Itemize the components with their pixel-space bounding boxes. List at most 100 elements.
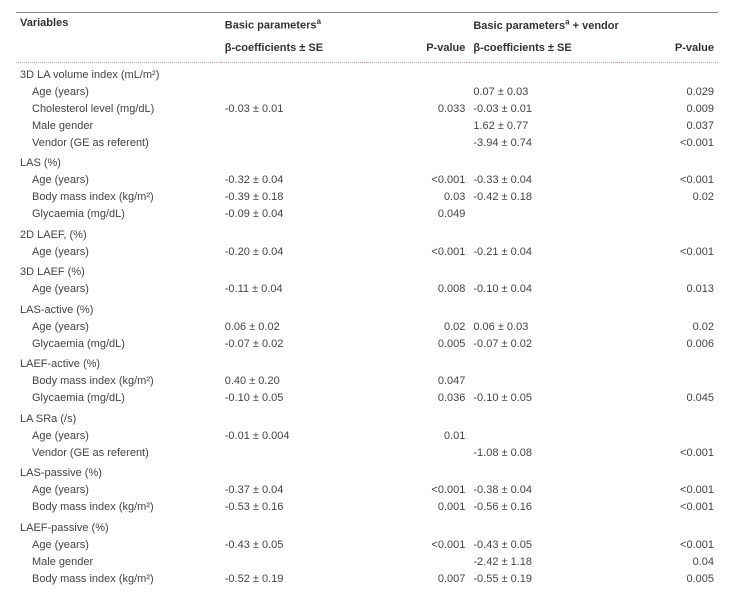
row-beta1 [221,444,367,461]
basic-label: Basic parameters [225,20,317,32]
row-p2: 0.02 [616,318,718,335]
row-p1 [367,117,469,134]
row-p2 [616,373,718,390]
row-beta1: -0.07 ± 0.02 [221,335,367,352]
group-title: LAS-passive (%) [16,461,718,482]
row-beta2: -0.07 ± 0.02 [469,335,615,352]
row-beta2: -3.94 ± 0.74 [469,134,615,151]
row-beta1: -0.01 ± 0.004 [221,427,367,444]
row-beta1: -0.39 ± 0.18 [221,189,367,206]
table-row: Body mass index (kg/m²)0.40 ± 0.200.047 [16,373,718,390]
row-p1 [367,444,469,461]
table-row: Male gender 1.62 ± 0.770.037 [16,117,718,134]
row-beta2: -0.56 ± 0.16 [469,499,615,516]
row-beta1: -0.37 ± 0.04 [221,482,367,499]
row-p2: 0.037 [616,117,718,134]
group-title: 3D LA volume index (mL/m²) [16,62,718,83]
row-p2: <0.001 [616,482,718,499]
row-p2: <0.001 [616,499,718,516]
col-p1: P-value [367,38,469,63]
row-p2: 0.006 [616,335,718,352]
row-variable: Vendor (GE as referent) [16,444,221,461]
row-p1: 0.036 [367,390,469,407]
row-variable: Body mass index (kg/m²) [16,189,221,206]
table-row: Cholesterol level (mg/dL)-0.03 ± 0.010.0… [16,100,718,117]
row-variable: Age (years) [16,536,221,553]
row-beta2: 0.07 ± 0.03 [469,83,615,100]
row-beta2 [469,373,615,390]
row-variable: Body mass index (kg/m²) [16,570,221,587]
col-basic-vendor: Basic parametersa + vendor [469,13,718,38]
row-variable: Male gender [16,553,221,570]
row-variable: Male gender [16,117,221,134]
row-p1: 0.01 [367,427,469,444]
row-variable: Glycaemia (mg/dL) [16,206,221,223]
row-p2: <0.001 [616,536,718,553]
row-p1 [367,83,469,100]
row-p1 [367,134,469,151]
table-row: Body mass index (kg/m²)-0.39 ± 0.180.03-… [16,189,718,206]
row-variable: Glycaemia (mg/dL) [16,335,221,352]
row-beta2: 1.62 ± 0.77 [469,117,615,134]
group-title: LAS-active (%) [16,298,718,319]
row-p1: 0.008 [367,281,469,298]
row-variable: Cholesterol level (mg/dL) [16,100,221,117]
col-beta2: β-coefficients ± SE [469,38,615,63]
row-p1: <0.001 [367,172,469,189]
col-basic: Basic parametersa [221,13,470,38]
row-p1: 0.005 [367,335,469,352]
row-beta2: -0.10 ± 0.05 [469,390,615,407]
row-variable: Body mass index (kg/m²) [16,373,221,390]
row-beta2: -0.42 ± 0.18 [469,189,615,206]
row-beta2: -0.33 ± 0.04 [469,172,615,189]
table-row: Age (years)-0.43 ± 0.05<0.001-0.43 ± 0.0… [16,536,718,553]
row-p2 [616,206,718,223]
row-p2: <0.001 [616,444,718,461]
table-row: Age (years)-0.11 ± 0.040.008-0.10 ± 0.04… [16,281,718,298]
row-variable: Body mass index (kg/m²) [16,499,221,516]
row-variable: Age (years) [16,172,221,189]
row-p1: 0.03 [367,189,469,206]
row-beta2 [469,427,615,444]
group-title: LAS (%) [16,151,718,172]
group-title: 2D LAEF, (%) [16,223,718,244]
row-p2 [616,427,718,444]
row-p1: 0.049 [367,206,469,223]
row-p1: 0.001 [367,499,469,516]
row-p2: 0.02 [616,189,718,206]
row-beta1 [221,83,367,100]
row-beta1: -0.43 ± 0.05 [221,536,367,553]
row-p1: 0.033 [367,100,469,117]
row-beta2: -0.55 ± 0.19 [469,570,615,587]
row-variable: Age (years) [16,83,221,100]
row-beta1: -0.20 ± 0.04 [221,243,367,260]
table-row: Glycaemia (mg/dL)-0.10 ± 0.050.036-0.10 … [16,390,718,407]
group-title: LA SRa (/s) [16,407,718,428]
row-p2: 0.005 [616,570,718,587]
col-p2: P-value [616,38,718,63]
table-row: Age (years)-0.37 ± 0.04<0.001-0.38 ± 0.0… [16,482,718,499]
row-beta1: -0.53 ± 0.16 [221,499,367,516]
table-row: Glycaemia (mg/dL)-0.07 ± 0.020.005-0.07 … [16,335,718,352]
col-variables: Variables [16,13,221,38]
table-row: Age (years)-0.01 ± 0.0040.01 [16,427,718,444]
row-p1: 0.047 [367,373,469,390]
row-p2: 0.045 [616,390,718,407]
row-p1: <0.001 [367,243,469,260]
row-beta2: -0.21 ± 0.04 [469,243,615,260]
table-row: Male gender-2.42 ± 1.180.04 [16,553,718,570]
row-variable: Age (years) [16,427,221,444]
table-row: Age (years)0.06 ± 0.020.020.06 ± 0.030.0… [16,318,718,335]
table-row: Body mass index (kg/m²)-0.53 ± 0.160.001… [16,499,718,516]
basic-vendor-label: Basic parametersa + vendor [473,20,618,32]
row-p2: 0.04 [616,553,718,570]
table-row: Age (years)0.07 ± 0.030.029 [16,83,718,100]
table-row: Glycaemia (mg/dL)-0.09 ± 0.040.049 [16,206,718,223]
row-beta1 [221,553,367,570]
table-row: Vendor (GE as referent)-3.94 ± 0.74<0.00… [16,134,718,151]
row-p2: <0.001 [616,243,718,260]
row-p1: 0.02 [367,318,469,335]
row-beta1: -0.09 ± 0.04 [221,206,367,223]
row-variable: Age (years) [16,482,221,499]
row-p1: <0.001 [367,536,469,553]
